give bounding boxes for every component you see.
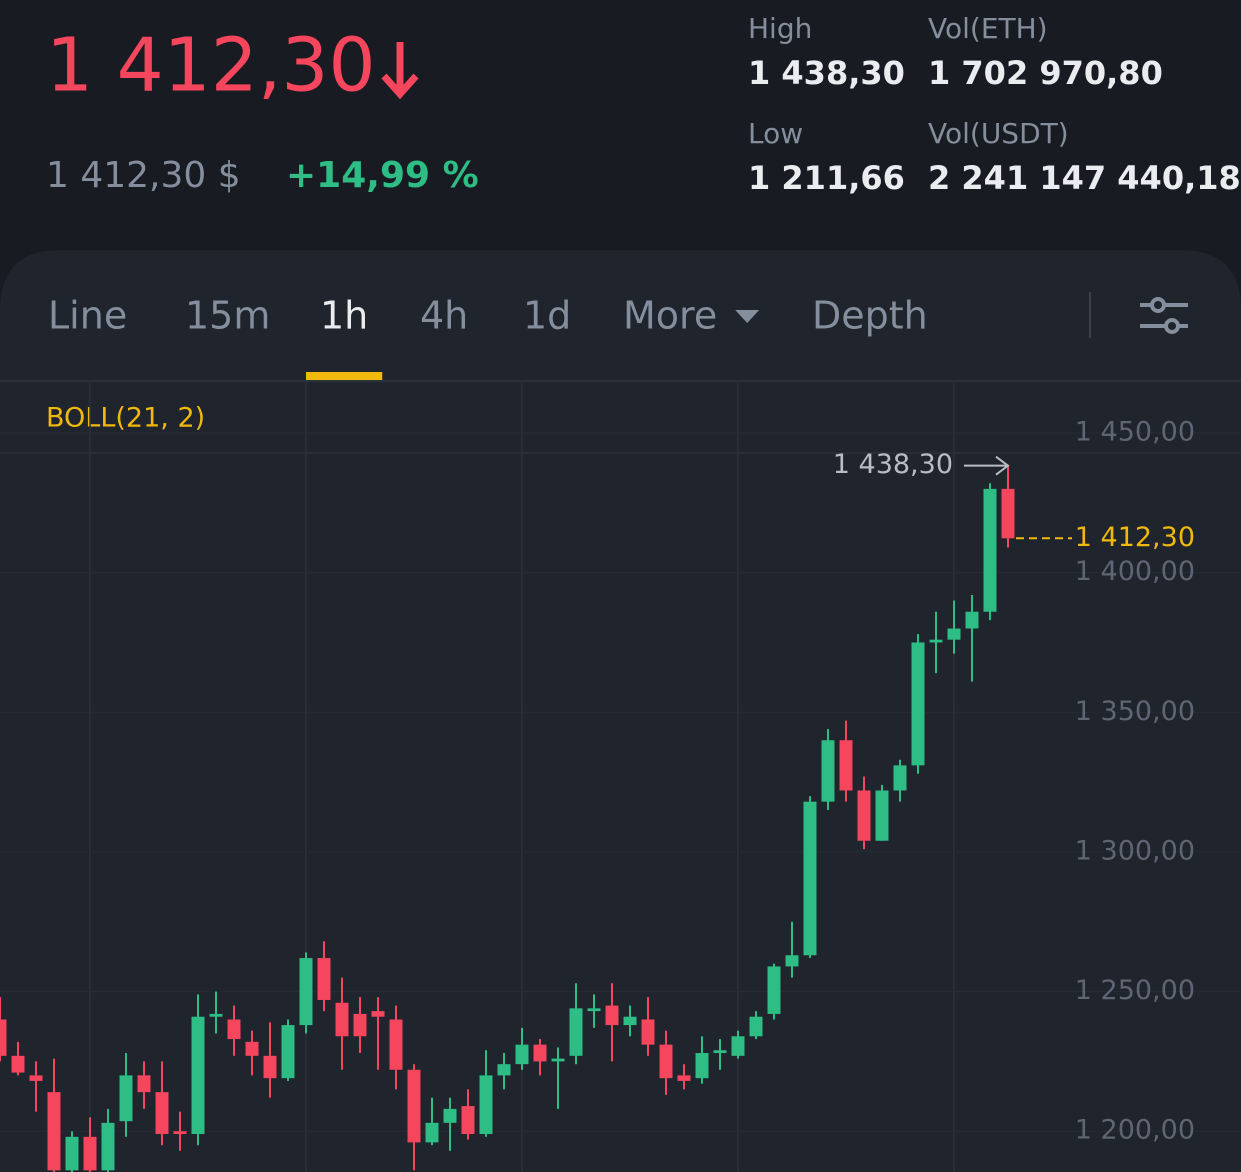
candle-body: [65, 1136, 79, 1171]
high-marker-label: 1 438,30: [833, 449, 953, 480]
candle-body: [425, 1122, 439, 1143]
candle-body: [1001, 488, 1015, 539]
candle-body: [731, 1036, 745, 1056]
settings-icon[interactable]: [1140, 297, 1188, 334]
candle-body: [983, 488, 997, 612]
candle-body: [227, 1019, 241, 1040]
candle-body: [659, 1044, 673, 1079]
stat-label: Vol(USDT): [928, 117, 1069, 150]
candle-body: [29, 1075, 43, 1081]
candle-body: [677, 1075, 691, 1081]
candle-body: [155, 1092, 169, 1135]
price: 1 412,30: [46, 23, 376, 109]
candle-body: [173, 1131, 187, 1135]
candle-body: [641, 1019, 655, 1045]
stat-label: Low: [748, 117, 803, 150]
stat-value: 1 702 970,80: [928, 54, 1163, 92]
candle-body: [119, 1075, 133, 1122]
candle-body: [749, 1016, 763, 1037]
candle-body: [803, 801, 817, 956]
candle-body: [335, 1002, 349, 1037]
candle-body: [0, 1019, 7, 1056]
candle-body: [47, 1092, 61, 1171]
y-tick-label: 1 450,00: [1075, 416, 1195, 447]
candle-body: [821, 740, 835, 802]
candle-body: [281, 1025, 295, 1079]
candle-body: [209, 1013, 223, 1017]
panel: [0, 250, 1241, 1172]
change: +14,99 %: [286, 155, 479, 196]
candle-body: [839, 740, 853, 791]
candle-body: [533, 1044, 547, 1062]
y-tick-label: 1 250,00: [1075, 975, 1195, 1006]
candle-body: [11, 1055, 25, 1073]
stat-value: 1 438,30: [748, 54, 905, 92]
candle-body: [515, 1044, 529, 1065]
candle-body: [263, 1055, 277, 1079]
fiat-price: 1 412,30 $: [46, 155, 241, 196]
y-tick-label: 1 300,00: [1075, 835, 1195, 866]
candle-body: [479, 1075, 493, 1135]
candle-body: [551, 1058, 565, 1062]
stat-label: Vol(ETH): [928, 12, 1048, 45]
candle-body: [965, 611, 979, 629]
candle-body: [695, 1053, 709, 1079]
candle-body: [569, 1008, 583, 1056]
stat-label: High: [748, 12, 812, 45]
candle-body: [317, 958, 331, 1000]
last-price-label: 1 412,30: [1075, 522, 1195, 553]
active-tab-underline: [306, 372, 383, 380]
candle-body: [191, 1016, 205, 1135]
candle-body: [353, 1013, 367, 1037]
candle-body: [101, 1122, 115, 1171]
y-tick-label: 1 400,00: [1075, 556, 1195, 587]
candle-body: [443, 1108, 457, 1123]
candle-body: [947, 628, 961, 640]
indicator-label: BOLL(21, 2): [46, 403, 205, 434]
candle-body: [785, 955, 799, 967]
candle-body: [461, 1106, 475, 1135]
candle-body: [605, 1005, 619, 1026]
candle-body: [587, 1008, 601, 1012]
tab[interactable]: 15m: [185, 294, 270, 338]
tab[interactable]: 4h: [420, 294, 468, 338]
candle-body: [713, 1050, 727, 1054]
candle-body: [497, 1064, 511, 1076]
candle-body: [407, 1069, 421, 1143]
tab[interactable]: Depth: [812, 294, 928, 338]
candle-body: [299, 958, 313, 1026]
y-tick-label: 1 200,00: [1075, 1115, 1195, 1146]
candle-body: [893, 765, 907, 791]
high-marker-arrow: [964, 455, 1010, 476]
stat-value: 1 211,66: [748, 159, 905, 197]
tab[interactable]: Line: [48, 294, 127, 338]
candle-body: [137, 1075, 151, 1093]
candle-body: [929, 639, 943, 643]
candle-body: [623, 1016, 637, 1026]
tab[interactable]: 1d: [523, 294, 571, 338]
candle-body: [371, 1011, 385, 1017]
y-tick-label: 1 350,00: [1075, 696, 1195, 727]
dropdown-icon: [735, 310, 760, 323]
candle-body: [389, 1019, 403, 1070]
candle-body: [83, 1136, 97, 1171]
candle-body: [911, 642, 925, 766]
candle-body: [857, 790, 871, 841]
candle-body: [245, 1041, 259, 1056]
tab[interactable]: More: [623, 294, 717, 338]
down-arrow-icon: [381, 42, 419, 100]
stat-value: 2 241 147 440,18: [928, 159, 1241, 197]
candle-body: [875, 790, 889, 841]
tab[interactable]: 1h: [320, 294, 368, 338]
candle-body: [767, 966, 781, 1014]
